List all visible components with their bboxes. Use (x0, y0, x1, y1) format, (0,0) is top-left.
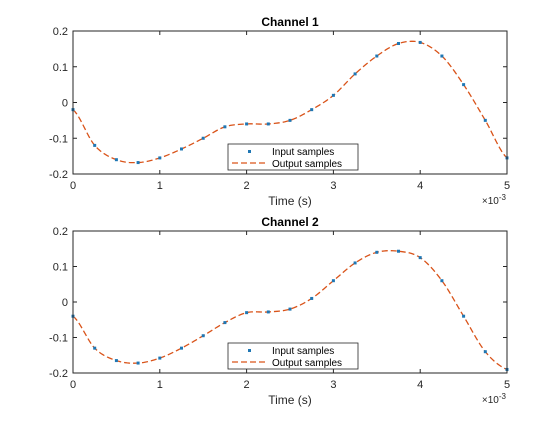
y-tick-label: 0 (62, 98, 68, 110)
y-tick-label: 0.1 (53, 62, 68, 74)
input-sample-point (114, 359, 118, 363)
input-sample-point (418, 40, 422, 44)
input-sample-point (136, 361, 140, 365)
y-tick-label: 0.2 (53, 226, 68, 238)
input-sample-point (136, 161, 140, 165)
x-exponent-label: ×10-3 (482, 392, 507, 406)
x-tick-label: 4 (417, 180, 423, 192)
legend-label-output: Output samples (272, 159, 342, 170)
input-sample-point (201, 334, 205, 338)
input-sample-point (93, 346, 97, 350)
x-tick-label: 3 (330, 379, 336, 391)
input-sample-point (93, 143, 97, 147)
input-sample-point (462, 314, 466, 318)
x-axis-label: Time (s) (268, 393, 312, 407)
legend-box (227, 342, 359, 370)
subplot-channel-1: 0 1 2 3 4 5 -0.2 -0.1 0 0.1 0.2 Channel 1 Time (s) ×1… (49, 15, 510, 208)
input-sample-point (353, 72, 357, 76)
legend-label-output: Output samples (272, 358, 342, 369)
input-sample-point (158, 356, 162, 360)
input-sample-point (180, 147, 183, 151)
input-sample-point (375, 250, 379, 254)
legend-input-marker (248, 150, 251, 153)
subplot-channel-2: 0 1 2 3 4 5 -0.2 -0.1 0 0.1 0.2 Channel 2 Time (s) ×1… (49, 215, 510, 407)
x-tick-label: 0 (70, 180, 76, 192)
x-tick-label: 5 (504, 180, 510, 192)
y-tick-label: -0.1 (49, 333, 68, 345)
x-tick-label: 0 (70, 379, 76, 391)
chart-title: Channel 2 (261, 215, 319, 229)
x-tick-label: 5 (504, 379, 510, 391)
input-sample-point (266, 310, 270, 314)
axes-box (72, 30, 508, 175)
input-sample-point (223, 321, 227, 325)
input-sample-point (288, 118, 292, 122)
y-tick-label: -0.2 (49, 169, 68, 181)
input-sample-point (397, 42, 400, 46)
input-sample-point (375, 54, 379, 58)
series-output-samples-line (72, 40, 508, 164)
legend-input-marker (248, 349, 251, 352)
input-sample-point (462, 83, 466, 87)
legend-label-input: Input samples (272, 346, 334, 357)
y-tick-label: -0.1 (49, 133, 68, 145)
legend-label-input: Input samples (272, 147, 334, 158)
input-sample-point (440, 54, 444, 58)
input-sample-point (114, 158, 118, 162)
x-exponent-label: ×10-3 (482, 193, 507, 207)
input-sample-point (353, 261, 357, 265)
x-exponent-power: -3 (499, 392, 507, 401)
input-sample-point (331, 279, 335, 283)
x-tick-label: 2 (244, 379, 250, 391)
input-sample-point (331, 93, 335, 97)
x-tick-label: 1 (157, 379, 163, 391)
x-tick-label: 2 (244, 180, 250, 192)
x-exponent-base: ×10 (482, 196, 499, 207)
input-sample-point (310, 296, 314, 300)
input-sample-point (440, 279, 444, 283)
x-exponent-power: -3 (499, 193, 507, 202)
input-sample-point (158, 156, 162, 160)
input-sample-point (223, 125, 227, 129)
input-sample-point (245, 122, 249, 126)
input-sample-point (483, 118, 487, 122)
input-sample-point (397, 249, 400, 253)
x-exponent-base: ×10 (482, 395, 499, 406)
input-sample-point (288, 307, 292, 311)
x-tick-label: 3 (330, 180, 336, 192)
series-output-samples-line (72, 250, 508, 371)
y-tick-label: 0.2 (53, 26, 68, 38)
x-tick-label: 4 (417, 379, 423, 391)
axes-box (72, 230, 508, 374)
y-tick-label: -0.2 (49, 368, 68, 380)
input-sample-point (418, 256, 422, 260)
input-sample-point (180, 346, 183, 350)
input-sample-point (483, 350, 487, 354)
input-sample-point (310, 108, 314, 112)
x-tick-label: 1 (157, 180, 163, 192)
input-sample-point (266, 122, 270, 126)
x-axis-label: Time (s) (268, 194, 312, 208)
legend-box (227, 143, 359, 171)
input-sample-point (245, 311, 249, 315)
y-tick-label: 0 (62, 297, 68, 309)
chart-title: Channel 1 (261, 15, 319, 29)
y-tick-label: 0.1 (53, 262, 68, 274)
input-sample-point (201, 136, 205, 140)
